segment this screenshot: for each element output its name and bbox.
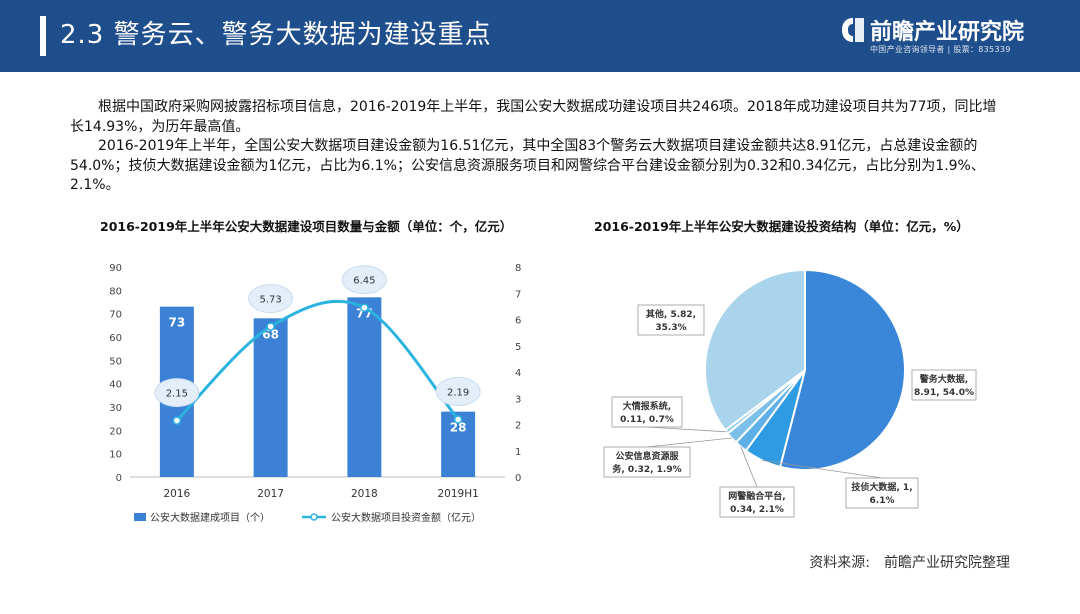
x-tick-label: 2017 xyxy=(257,488,284,500)
right-tick-label: 0 xyxy=(515,473,521,484)
pie-leader-line xyxy=(762,460,883,479)
pie-label-value: 8.91, 54.0% xyxy=(914,388,974,398)
pie-leader-line xyxy=(646,426,727,433)
x-tick-label: 2018 xyxy=(351,488,378,500)
pie-chart-title: 2016-2019年上半年公安大数据建设投资结构（单位：亿元，%） xyxy=(594,219,969,234)
line-series: 2.15 5.73 6.45 2.19 xyxy=(154,265,481,425)
logo-icon xyxy=(842,18,864,42)
paragraph-1: 根据中国政府采购网披露招标项目信息，2016-2019年上半年，我国公安大数据成… xyxy=(70,99,997,135)
right-tick-label: 7 xyxy=(515,289,521,300)
pie-label-name: 其他, 5.82, xyxy=(646,308,696,320)
bar-chart-title: 2016-2019年上半年公安大数据建设项目数量与金额（单位：个，亿元） xyxy=(100,219,513,234)
line-value-bubble xyxy=(341,265,387,295)
bar-value-label: 73 xyxy=(169,316,186,330)
x-tick-label: 2019H1 xyxy=(437,488,478,500)
body-text: 根据中国政府采购网披露招标项目信息，2016-2019年上半年，我国公安大数据成… xyxy=(70,98,1010,196)
left-tick-label: 0 xyxy=(116,473,122,484)
left-tick-label: 90 xyxy=(109,263,122,274)
line-point xyxy=(266,322,275,331)
pie-label-box xyxy=(911,369,977,401)
legend-bar-swatch xyxy=(134,513,146,521)
line-value-bubble xyxy=(435,377,481,407)
pie-label-value: 0.34, 2.1% xyxy=(730,505,784,515)
pie-label-value: 0.11, 0.7% xyxy=(620,415,674,425)
paragraph-2: 2016-2019年上半年，全国公安大数据项目建设金额为16.51亿元，其中全国… xyxy=(70,138,985,193)
right-tick-label: 3 xyxy=(515,394,521,405)
right-axis: 0 1 2 3 4 5 6 7 8 xyxy=(515,263,521,484)
right-tick-label: 6 xyxy=(515,316,521,327)
page-title: 2.3 警务云、警务大数据为建设重点 xyxy=(60,20,492,50)
left-tick-label: 20 xyxy=(109,426,122,437)
brand-logo: 前瞻产业研究院 中国产业咨询领导者 | 股票：835339 xyxy=(840,12,1040,60)
pie-label-value: 务, 0.32, 1.9% xyxy=(612,463,681,475)
logo-subtitle: 中国产业咨询领导者 | 股票：835339 xyxy=(870,45,1011,54)
pie-label-box xyxy=(603,446,691,478)
left-tick-label: 70 xyxy=(109,310,122,321)
line-point xyxy=(360,303,369,312)
line-value-label: 6.45 xyxy=(353,276,375,287)
pie-label-box xyxy=(637,304,705,336)
pie-slice xyxy=(778,268,907,471)
legend-line-marker xyxy=(310,513,318,521)
source-value: 前瞻产业研究院整理 xyxy=(884,555,1010,571)
pie-chart: 警务大数据, 8.91, 54.0% 技侦大数据, 1, 6.1% 网警融合平台, 0.3… xyxy=(603,268,977,518)
chart-legend: 公安大数据建成项目（个） 公安大数据项目投资金额（亿元） xyxy=(134,511,481,524)
header-accent-bar xyxy=(40,16,46,56)
left-tick-label: 30 xyxy=(109,403,122,414)
bar xyxy=(253,318,288,477)
pie-slice xyxy=(704,268,806,432)
pie-leader-line xyxy=(646,437,732,448)
line-path xyxy=(175,299,460,422)
source-label: 资料来源: xyxy=(809,555,870,571)
left-tick-label: 80 xyxy=(109,286,122,297)
right-tick-label: 5 xyxy=(515,342,521,353)
pie-label-name: 警务大数据, xyxy=(920,373,968,385)
x-axis-labels: 2016 2017 2018 2019H1 xyxy=(164,488,479,500)
pie-label-name: 大情报系统, xyxy=(623,400,671,412)
bar xyxy=(347,297,382,477)
logo-text: 前瞻产业研究院 xyxy=(870,20,1025,45)
left-tick-label: 50 xyxy=(109,356,122,367)
pie-label-name: 公安信息资源服 xyxy=(615,450,679,462)
header-bar: 2.3 警务云、警务大数据为建设重点 前瞻产业研究院 中国产业咨询领导者 | 股… xyxy=(0,0,1080,72)
x-tick-label: 2016 xyxy=(164,488,191,500)
line-point xyxy=(453,415,463,424)
left-tick-label: 40 xyxy=(109,380,122,391)
line-value-bubble xyxy=(248,284,294,314)
pie-label-box xyxy=(719,486,795,518)
pie-label-value: 35.3% xyxy=(655,323,686,333)
bar-value-label: 28 xyxy=(450,421,467,435)
pie-label-name: 网警融合平台, xyxy=(728,490,785,502)
left-axis: 0 10 20 30 40 50 60 70 80 90 xyxy=(109,263,122,484)
right-tick-label: 2 xyxy=(515,421,521,432)
pie-labels: 警务大数据, 8.91, 54.0% 技侦大数据, 1, 6.1% 网警融合平台, 0.3… xyxy=(603,304,977,518)
line-value-label: 2.15 xyxy=(166,389,188,400)
pie-label-box xyxy=(845,477,919,509)
pie-slices xyxy=(704,268,907,471)
line-value-label: 2.19 xyxy=(447,388,469,399)
pie-leader-line xyxy=(740,446,758,488)
pie-label-name: 技侦大数据, 1, xyxy=(851,481,912,493)
right-tick-label: 1 xyxy=(515,447,521,458)
left-tick-label: 10 xyxy=(109,450,122,461)
legend-bar-label: 公安大数据建成项目（个） xyxy=(150,511,270,524)
pie-label-value: 6.1% xyxy=(870,496,895,506)
right-tick-label: 8 xyxy=(515,263,521,274)
source-note: 资料来源: 前瞻产业研究院整理 xyxy=(809,552,1010,572)
line-value-label: 5.73 xyxy=(259,295,281,306)
line-point xyxy=(172,416,182,425)
right-tick-label: 4 xyxy=(515,368,521,379)
legend-line-label: 公安大数据项目投资金额（亿元） xyxy=(331,511,481,524)
line-value-bubble xyxy=(154,378,200,408)
left-tick-label: 60 xyxy=(109,333,122,344)
pie-label-box xyxy=(611,396,683,428)
